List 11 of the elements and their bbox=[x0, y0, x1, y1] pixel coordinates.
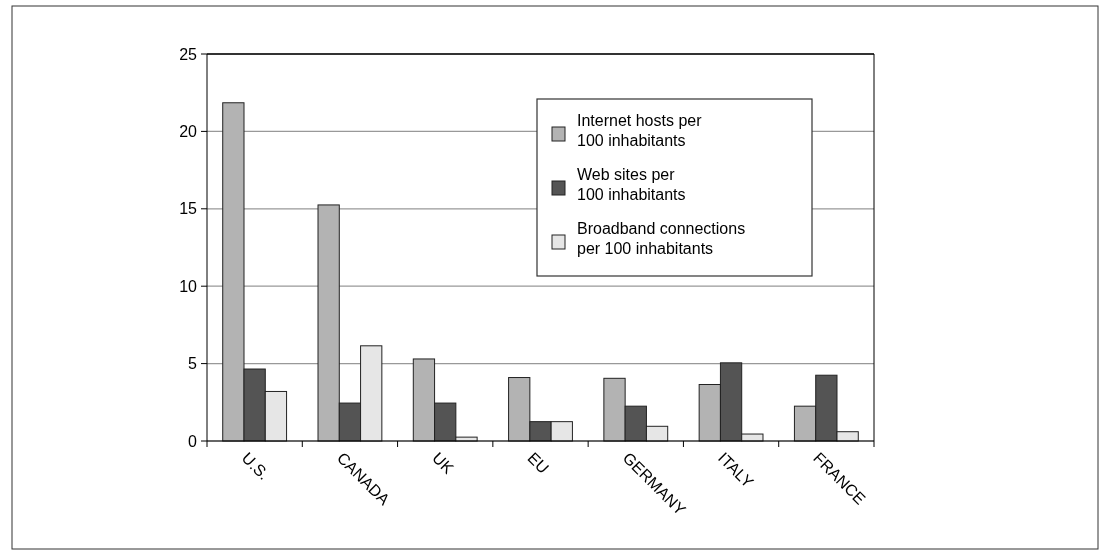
y-tick-label: 0 bbox=[188, 432, 198, 450]
x-tick-label: EU bbox=[524, 449, 553, 477]
y-tick-label: 5 bbox=[188, 355, 198, 373]
y-tick-label: 25 bbox=[179, 45, 198, 63]
y-tick-label: 10 bbox=[179, 277, 198, 295]
x-tick-label: UK bbox=[429, 449, 458, 478]
y-tick-label: 15 bbox=[179, 200, 198, 218]
legend-label: Web sites per 100 inhabitants bbox=[577, 166, 686, 203]
legend-label: Broadband connections per 100 inhabitants bbox=[577, 220, 746, 257]
y-tick-label: 20 bbox=[179, 123, 198, 140]
legend-label: Internet hosts per 100 inhabitants bbox=[577, 112, 703, 149]
